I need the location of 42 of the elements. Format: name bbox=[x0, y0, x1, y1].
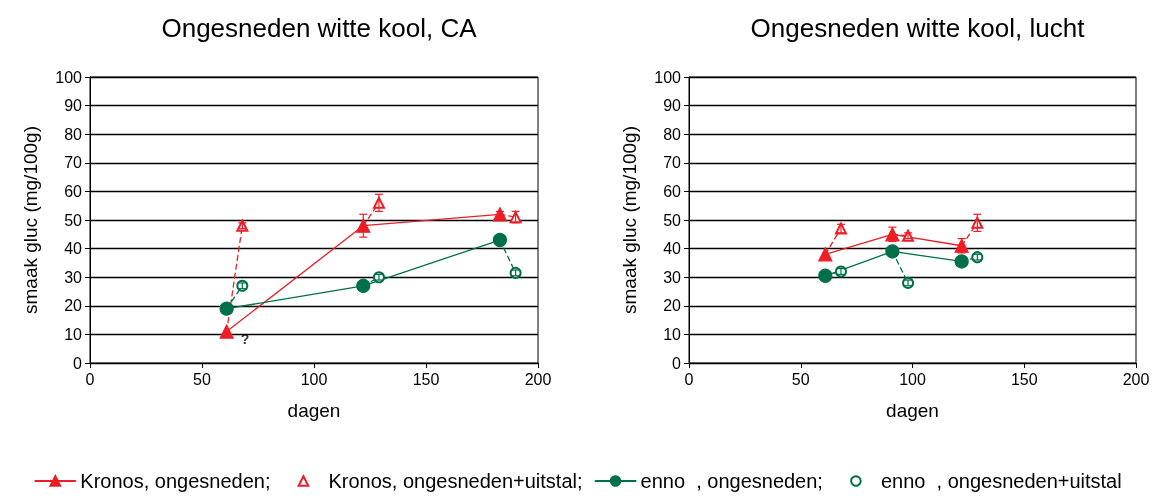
y-tick-label: 70 bbox=[64, 154, 83, 172]
x-tick-label: 150 bbox=[412, 370, 440, 388]
y-tick-label: 90 bbox=[64, 97, 83, 115]
x-tick-label: 200 bbox=[1122, 370, 1150, 388]
chart-title: Ongesneden witte kool, lucht bbox=[750, 13, 1086, 43]
y-tick-label: 80 bbox=[64, 125, 83, 143]
legend-label: Kronos, ongesneden; bbox=[80, 470, 271, 492]
y-tick-label: 20 bbox=[64, 297, 83, 315]
y-tick-label: 0 bbox=[73, 354, 83, 372]
y-tick-label: 50 bbox=[663, 211, 682, 229]
x-tick-label: 0 bbox=[85, 370, 95, 388]
y-tick-label: 90 bbox=[663, 97, 682, 115]
y-axis-title: smaak gluc (mg/100g) bbox=[20, 126, 41, 314]
chart-title: Ongesneden witte kool, CA bbox=[161, 13, 478, 43]
y-tick-label: 20 bbox=[663, 297, 682, 315]
x-tick-label: 0 bbox=[684, 370, 694, 388]
y-tick-label: 30 bbox=[64, 268, 83, 286]
y-tick-label: 80 bbox=[663, 125, 682, 143]
x-tick-label: 50 bbox=[193, 370, 211, 388]
y-tick-label: 100 bbox=[654, 68, 682, 86]
x-axis-title: dagen bbox=[287, 400, 341, 421]
x-tick-label: 50 bbox=[791, 370, 810, 388]
y-axis-title: smaak gluc (mg/100g) bbox=[619, 126, 640, 314]
x-tick-label: 200 bbox=[524, 370, 552, 388]
y-tick-label: 60 bbox=[663, 182, 682, 200]
y-tick-label: 70 bbox=[663, 154, 682, 172]
legend-label: enno , ongesneden+uitstal bbox=[880, 470, 1122, 492]
y-tick-label: 40 bbox=[663, 240, 682, 258]
x-tick-label: 150 bbox=[1010, 370, 1038, 388]
y-tick-label: 10 bbox=[64, 325, 83, 343]
y-tick-label: 50 bbox=[64, 211, 83, 229]
x-axis-title: dagen bbox=[886, 400, 939, 421]
legend-label: enno , ongesneden; bbox=[640, 470, 823, 492]
y-tick-label: 30 bbox=[663, 268, 682, 286]
y-tick-label: 100 bbox=[55, 68, 83, 86]
x-tick-label: 100 bbox=[899, 370, 926, 388]
y-tick-label: 10 bbox=[663, 325, 682, 343]
legend-label: Kronos, ongesneden+uitstal; bbox=[328, 470, 583, 492]
y-tick-label: 0 bbox=[672, 354, 682, 372]
y-tick-label: 40 bbox=[64, 240, 83, 258]
x-tick-label: 100 bbox=[300, 370, 328, 388]
y-tick-label: 60 bbox=[64, 182, 83, 200]
